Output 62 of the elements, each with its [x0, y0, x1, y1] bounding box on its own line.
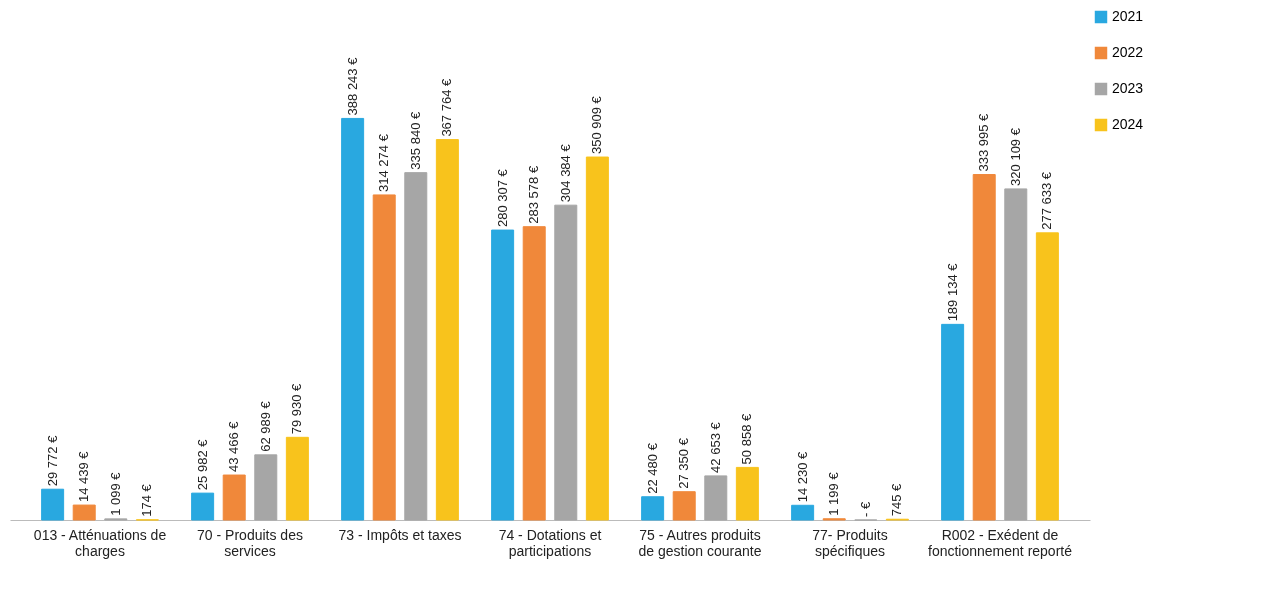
data-label: 42 653 € — [707, 421, 723, 473]
data-label: 29 772 € — [44, 434, 60, 487]
data-label: 388 243 € — [344, 56, 360, 116]
x-tick-label: 013 - Atténuations de charges — [33, 526, 167, 559]
bar — [435, 139, 459, 521]
data-label: 320 109 € — [1007, 127, 1023, 186]
data-label: 314 274 € — [376, 133, 392, 192]
data-label: 367 764 € — [439, 78, 455, 137]
data-label: 22 480 € — [644, 442, 660, 494]
bar — [491, 229, 515, 521]
data-label: 304 384 € — [557, 143, 573, 203]
data-label: 1 199 € — [826, 471, 842, 516]
legend-label: 2024 — [1112, 116, 1144, 132]
x-tick-label: 73 - Impôts et taxes — [338, 526, 462, 543]
bar — [791, 504, 815, 521]
bar — [404, 172, 428, 521]
data-label: 745 € — [889, 482, 905, 517]
data-label: 277 633 € — [1039, 171, 1055, 230]
bar — [941, 323, 965, 521]
legend-label: 2023 — [1112, 80, 1144, 96]
bar — [372, 194, 396, 521]
data-label: 335 840 € — [407, 111, 423, 170]
data-label: 14 439 € — [76, 450, 92, 503]
legend-label: 2022 — [1112, 44, 1144, 60]
data-label: 62 989 € — [257, 400, 273, 452]
bar — [341, 117, 365, 521]
bar — [285, 436, 309, 521]
bar — [641, 496, 665, 521]
bar — [191, 492, 215, 521]
bar — [222, 474, 246, 521]
x-tick-label: 74 - Dotations et participations — [498, 526, 602, 559]
data-label: 25 982 € — [194, 438, 210, 491]
bar — [1004, 188, 1028, 521]
legend-label: 2021 — [1112, 8, 1144, 24]
data-label: 14 230 € — [794, 450, 810, 503]
data-label: - € — [857, 501, 873, 517]
bar — [1035, 232, 1059, 521]
data-label: 283 578 € — [526, 165, 542, 224]
bar — [41, 488, 65, 521]
x-tick-label: 75 - Autres produits de gestion courante — [638, 526, 762, 559]
x-tick-label: 70 - Produits des services — [197, 526, 303, 559]
x-tick-label: R002 - Exédent de fonctionnement reporté — [928, 526, 1073, 559]
x-tick-label: 77- Produits spécifiques — [812, 526, 888, 559]
bar — [554, 204, 578, 521]
data-label: 50 858 € — [739, 413, 755, 465]
data-label: 79 930 € — [289, 382, 305, 435]
bar — [522, 226, 546, 521]
data-label: 333 995 € — [976, 112, 992, 172]
bar — [254, 454, 278, 521]
bar — [672, 491, 696, 521]
data-label: 43 466 € — [226, 420, 242, 473]
data-label: 174 € — [139, 483, 155, 517]
bar — [704, 475, 728, 521]
bar — [585, 156, 609, 521]
data-label: 350 909 € — [589, 95, 605, 155]
bar — [72, 504, 96, 521]
bar — [972, 174, 996, 521]
data-label: 280 307 € — [494, 168, 510, 228]
data-label: 189 134 € — [944, 262, 960, 322]
data-label: 1 099 € — [107, 471, 123, 516]
data-label: 27 350 € — [676, 437, 692, 489]
bar — [735, 466, 759, 521]
